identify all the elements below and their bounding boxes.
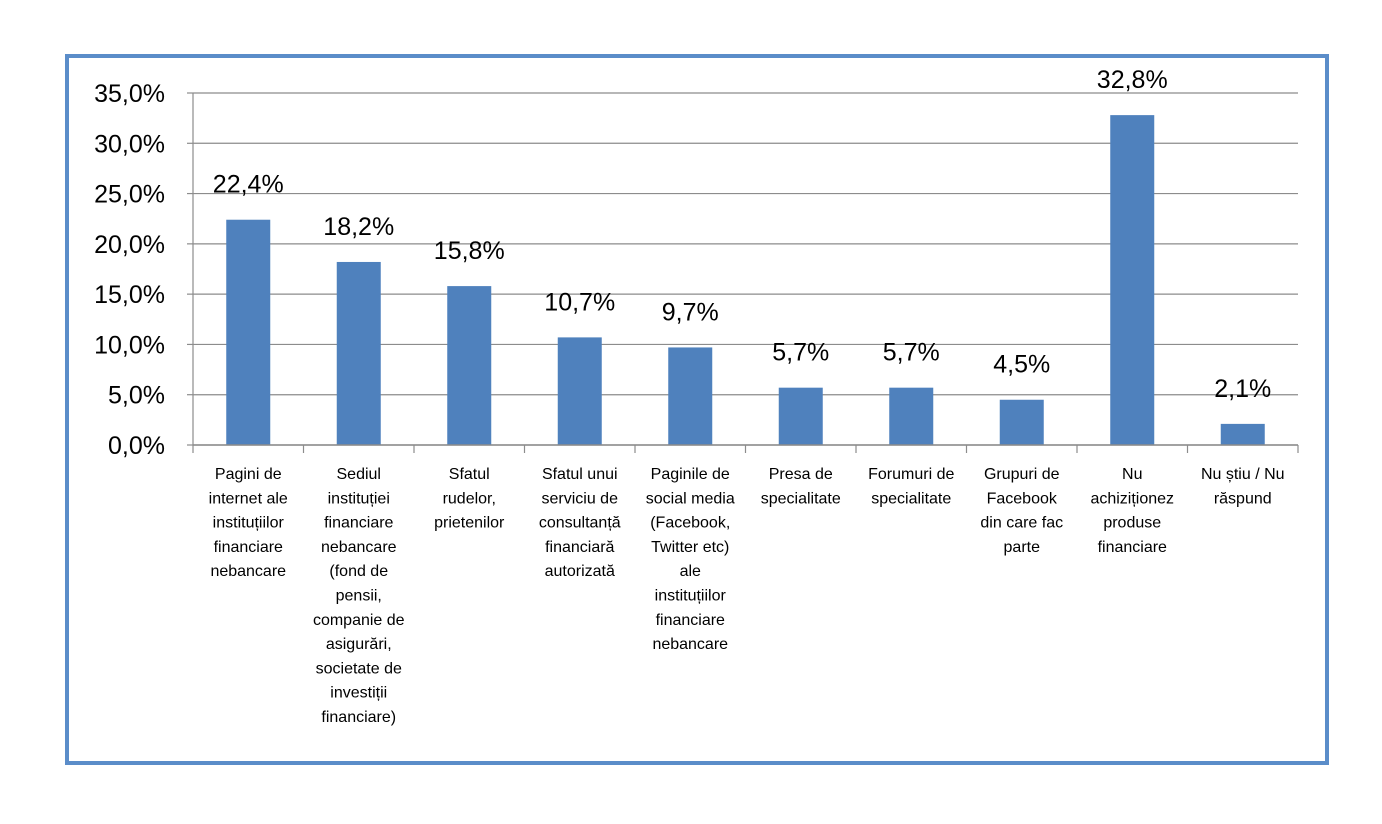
category-label-line: produse [1103,515,1161,532]
category-label-line: instituțiilor [655,588,727,605]
category-label: Paginile de social media (Facebook, Twitter… [646,466,735,653]
data-label: 9,7% [662,298,719,326]
category-label-line: social media [646,490,735,507]
category-label-line: (fond de [329,563,388,580]
category-label: Nu știu / Nu răspund [1201,466,1285,507]
category-label: Presa de specialitate [761,466,841,507]
category-label-line: Nu știu / Nu [1201,466,1285,483]
category-label-line: Sfatul [449,466,490,483]
category-label-line: răspund [1214,490,1272,507]
category-label-line: prietenilor [434,515,505,532]
category-label-line: financiare [656,612,725,629]
category-label-line: nebancare [652,636,728,653]
y-tick-label: 15,0% [94,281,165,309]
category-label-line: nebancare [210,563,286,580]
category-label-line: financiare) [321,709,396,726]
category-label-line: Sediul [337,466,381,483]
category-label-line: Pagini de [215,466,282,483]
x-axis-labels: Pagini de internet ale instituțiilor financ… [193,444,1298,726]
data-label: 32,8% [1097,66,1168,94]
category-label-line: financiare [1098,539,1167,556]
category-label-line: Sfatul unui [542,466,618,483]
category-label: Nu achiziționez produse financiare [1090,466,1174,556]
category-label-line: instituției [328,490,390,507]
category-label-line: financiară [545,539,614,556]
bar [557,337,602,445]
data-label: 15,8% [434,237,505,265]
category-label-line: Twitter etc) [651,539,729,556]
y-tick-label: 25,0% [94,181,165,209]
category-label-line: asigurări, [326,636,392,653]
category-label-line: Presa de [769,466,833,483]
category-label: Pagini de internet ale instituțiilor financ… [209,466,288,580]
category-label: Sfatul unui serviciu de consultanță financi… [539,466,621,580]
category-label-line: (Facebook, [650,515,730,532]
category-label-line: investiții [330,685,387,702]
category-label-line: societate de [316,660,402,677]
bar [889,387,934,445]
data-label: 2,1% [1214,375,1271,403]
category-label-line: Nu [1122,466,1142,483]
category-label-line: din care fac [980,515,1063,532]
bar [226,219,271,445]
category-label-line: instituțiilor [213,515,285,532]
y-tick-label: 10,0% [94,331,165,359]
bar [336,261,381,445]
category-label: Sfatul rudelor, prietenilor [434,466,505,532]
y-tick-label: 20,0% [94,231,165,259]
category-label: Grupuri de Facebook din care fac parte [980,466,1063,556]
category-label-line: serviciu de [542,490,619,507]
data-label: 5,7% [772,339,829,367]
y-tick-label: 30,0% [94,130,165,158]
data-label: 4,5% [993,351,1050,379]
data-label: 18,2% [323,213,394,241]
category-label-line: Paginile de [651,466,730,483]
category-label-line: specialitate [761,490,841,507]
bar [1110,115,1155,445]
category-label-line: Facebook [987,490,1058,507]
bar [668,347,713,445]
category-label-line: parte [1004,539,1041,556]
category-label: Sediul instituției financiare nebancare (fon… [313,466,405,726]
bar [778,387,823,445]
category-label-line: financiare [324,515,393,532]
category-label-line: consultanță [539,515,621,532]
bar [447,286,492,445]
y-axis-ticks: 0,0% 5,0% 10,0% 15,0% 20,0% 25,0% 30,0% 35,0% [94,80,165,460]
category-label-line: Grupuri de [984,466,1060,483]
category-label-line: autorizată [545,563,615,580]
bars [226,115,1265,445]
category-label-line: Forumuri de [868,466,954,483]
category-label-line: companie de [313,612,405,629]
y-tick-label: 5,0% [108,382,165,410]
data-label: 10,7% [544,288,615,316]
y-tick-label: 0,0% [108,432,165,460]
data-label: 5,7% [883,339,940,367]
category-label-line: rudelor, [443,490,496,507]
bar [1220,423,1265,445]
category-label-line: achiziționez [1090,490,1174,507]
category-label-line: internet ale [209,490,288,507]
category-label-line: specialitate [871,490,951,507]
category-label-line: pensii, [336,588,382,605]
data-label: 22,4% [213,171,284,199]
category-label-line: financiare [214,539,283,556]
category-label-line: nebancare [321,539,397,556]
bar [999,399,1044,445]
y-tick-label: 35,0% [94,80,165,108]
category-label: Forumuri de specialitate [868,466,954,507]
category-label-line: ale [680,563,701,580]
data-labels: 22,4% 18,2% 15,8% 10,7% 9,7% 5,7% 5,7% 4,5% 32,8… [213,66,1271,403]
